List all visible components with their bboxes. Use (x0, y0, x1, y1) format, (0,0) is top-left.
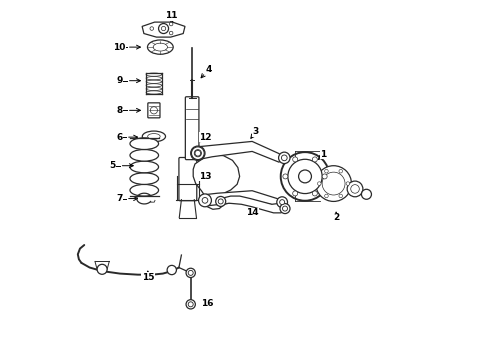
Circle shape (97, 264, 107, 274)
Circle shape (277, 197, 288, 207)
Circle shape (325, 170, 328, 173)
Circle shape (316, 166, 351, 202)
Ellipse shape (130, 161, 159, 173)
Text: 7: 7 (116, 194, 122, 203)
Circle shape (186, 268, 196, 278)
Circle shape (192, 147, 204, 159)
Ellipse shape (130, 149, 159, 161)
Circle shape (280, 203, 290, 213)
Text: 9: 9 (116, 76, 122, 85)
FancyBboxPatch shape (148, 103, 160, 118)
Circle shape (159, 23, 169, 33)
Text: 15: 15 (142, 273, 154, 282)
Circle shape (346, 182, 350, 185)
Circle shape (170, 31, 173, 35)
Circle shape (293, 191, 298, 196)
Circle shape (194, 150, 201, 157)
Ellipse shape (147, 40, 173, 54)
Circle shape (218, 199, 223, 204)
Circle shape (279, 152, 290, 163)
Circle shape (188, 270, 193, 275)
Ellipse shape (130, 138, 159, 149)
Circle shape (150, 107, 157, 114)
Text: 3: 3 (252, 127, 259, 136)
Text: 11: 11 (166, 11, 178, 20)
Circle shape (362, 189, 371, 199)
Text: 8: 8 (116, 106, 122, 115)
Text: 14: 14 (246, 208, 258, 217)
Polygon shape (198, 141, 283, 162)
Circle shape (298, 170, 312, 183)
Circle shape (312, 157, 318, 162)
Text: 5: 5 (109, 161, 115, 170)
Circle shape (339, 194, 343, 198)
Ellipse shape (153, 43, 168, 51)
Circle shape (322, 174, 327, 179)
Text: 1: 1 (320, 150, 327, 159)
Circle shape (339, 170, 343, 173)
Text: 13: 13 (199, 172, 211, 181)
Circle shape (288, 159, 322, 194)
Text: 4: 4 (205, 65, 212, 74)
Circle shape (347, 181, 363, 197)
Text: 16: 16 (201, 299, 214, 308)
Circle shape (293, 157, 298, 162)
Circle shape (161, 26, 166, 31)
Circle shape (280, 200, 285, 204)
Circle shape (170, 22, 173, 26)
Ellipse shape (130, 184, 159, 196)
Ellipse shape (147, 134, 160, 139)
Circle shape (195, 150, 201, 156)
Polygon shape (205, 191, 281, 206)
Circle shape (188, 302, 193, 307)
Text: 2: 2 (333, 213, 339, 222)
Circle shape (186, 300, 196, 309)
Circle shape (191, 146, 205, 160)
Text: 10: 10 (113, 42, 125, 51)
FancyBboxPatch shape (185, 97, 199, 159)
Ellipse shape (142, 131, 166, 142)
Circle shape (150, 27, 153, 30)
FancyBboxPatch shape (179, 157, 197, 201)
Circle shape (283, 206, 288, 211)
Circle shape (322, 172, 345, 195)
Circle shape (351, 185, 359, 193)
Ellipse shape (130, 173, 159, 184)
Text: 12: 12 (199, 132, 212, 141)
Circle shape (283, 174, 288, 179)
Polygon shape (220, 196, 286, 213)
Circle shape (281, 152, 329, 201)
Circle shape (198, 194, 211, 207)
Polygon shape (142, 22, 185, 37)
Circle shape (281, 155, 287, 161)
Circle shape (318, 182, 321, 185)
Circle shape (216, 197, 226, 206)
Circle shape (325, 194, 328, 198)
Circle shape (312, 191, 318, 196)
Polygon shape (193, 154, 240, 209)
Circle shape (202, 198, 208, 203)
Circle shape (167, 265, 176, 275)
Text: 6: 6 (116, 132, 122, 141)
